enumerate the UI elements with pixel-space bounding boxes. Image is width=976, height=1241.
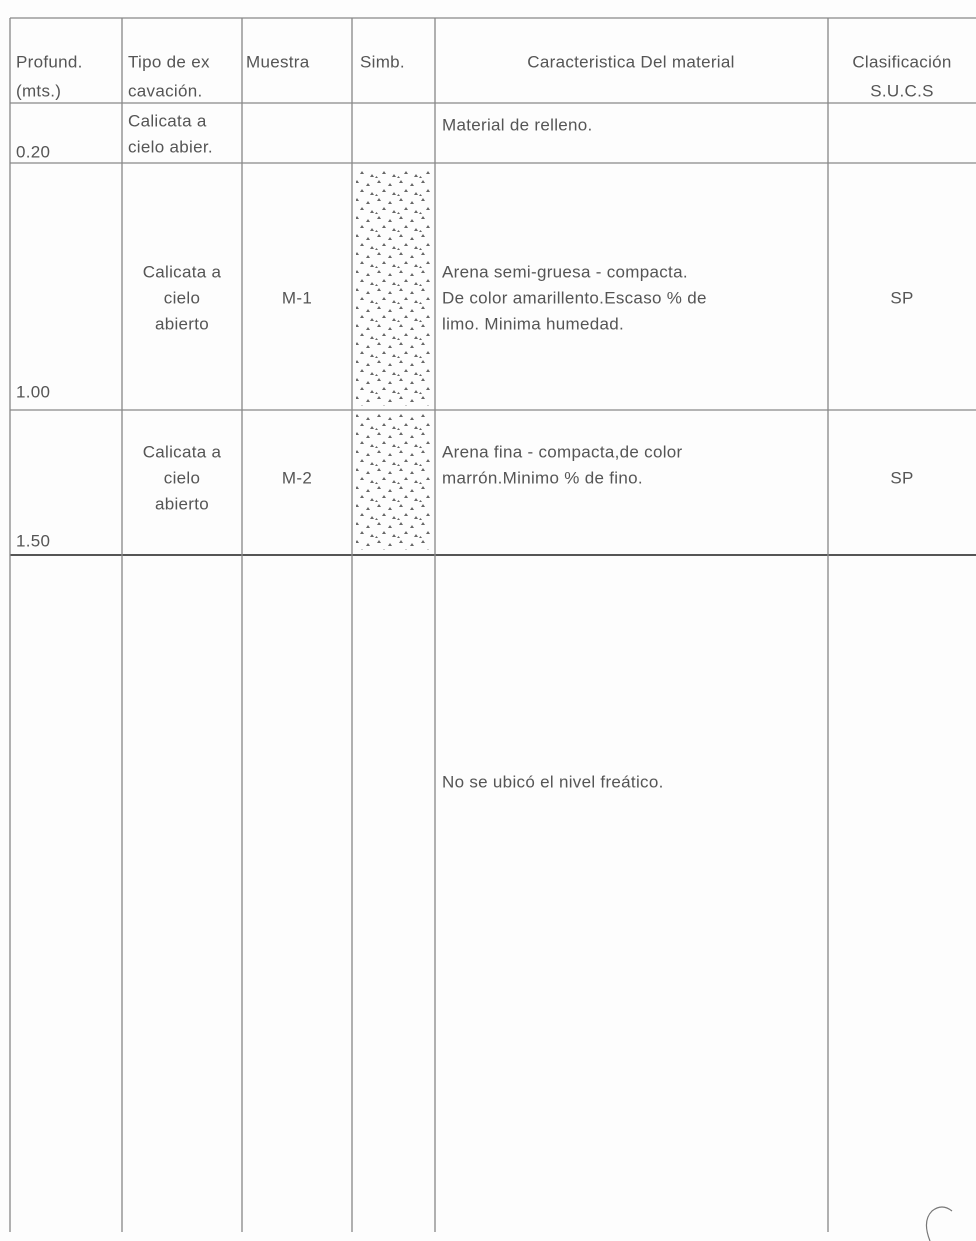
material-description: No se ubicó el nivel freático. — [442, 772, 664, 792]
header-cell: Muestra — [246, 52, 310, 72]
grid-lines — [9, 17, 976, 1232]
classification: SP — [890, 288, 914, 308]
excavation-type: abierto — [154, 494, 210, 514]
soil-symbol — [356, 168, 432, 406]
header-cell: (mts.) — [16, 81, 62, 101]
material-description: De color amarillento.Escaso % de — [442, 288, 707, 308]
header-cell: Clasificación — [852, 52, 952, 72]
soil-symbol — [356, 414, 432, 550]
material-description: limo. Minima humedad. — [442, 314, 625, 334]
depth: 1.50 — [16, 531, 51, 551]
excavation-type: cielo abier. — [128, 137, 213, 157]
depth: 1.00 — [16, 382, 51, 402]
excavation-type: cielo — [163, 468, 201, 488]
header-cell: Profund. — [16, 52, 83, 72]
header-cell: cavación. — [128, 81, 203, 101]
header-cell: S.U.C.S — [870, 81, 934, 101]
signature-mark — [925, 1206, 953, 1241]
header-cell: Tipo de ex — [128, 52, 210, 72]
material-description: Arena semi-gruesa - compacta. — [442, 262, 688, 282]
material-description: marrón.Minimo % de fino. — [442, 468, 643, 488]
depth: 0.20 — [16, 142, 51, 162]
classification: SP — [890, 468, 914, 488]
header-cell: Simb. — [360, 52, 405, 72]
excavation-type: abierto — [154, 314, 210, 334]
material-description: Material de relleno. — [442, 115, 593, 135]
excavation-type: Calicata a — [142, 442, 222, 462]
sample: M-2 — [281, 468, 313, 488]
excavation-type: cielo — [163, 288, 201, 308]
material-description: Arena fina - compacta,de color — [442, 442, 683, 462]
sample: M-1 — [281, 288, 313, 308]
header-cell: Caracteristica Del material — [527, 52, 735, 72]
excavation-type: Calicata a — [128, 111, 207, 131]
excavation-type: Calicata a — [142, 262, 222, 282]
